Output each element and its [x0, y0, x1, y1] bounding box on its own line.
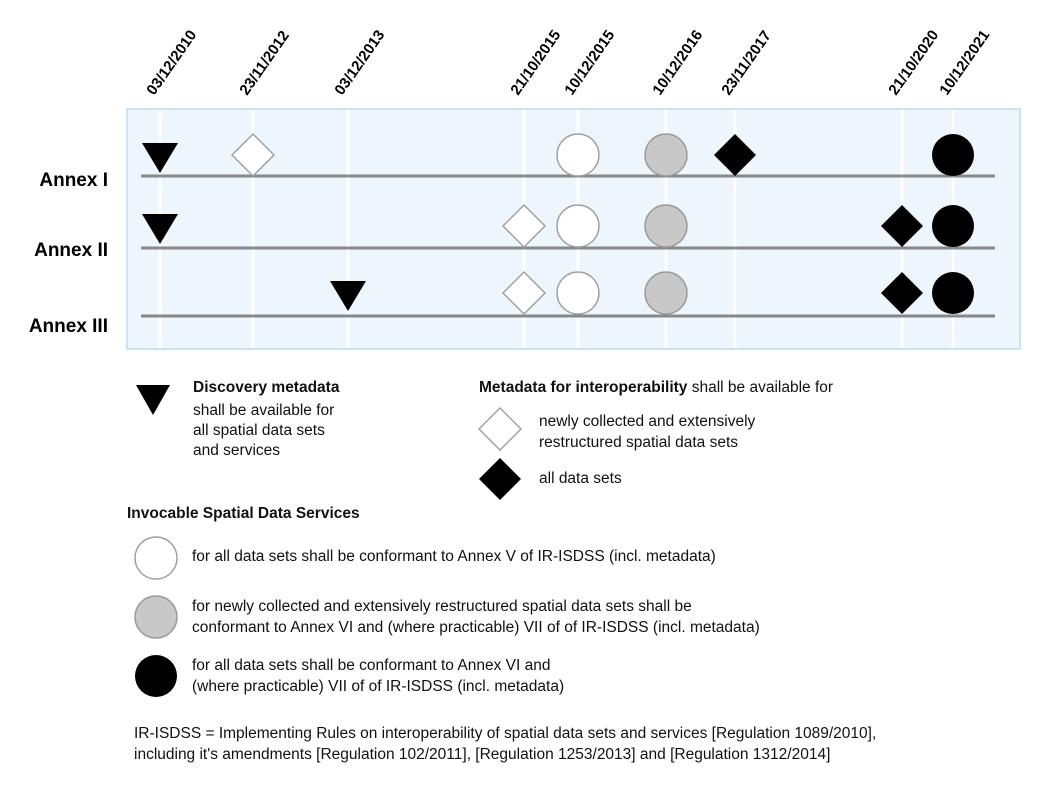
legend-interop-white-line-1: newly collected and extensively [539, 413, 756, 430]
date-label: 21/10/2020 [885, 27, 942, 98]
circle-black-icon [932, 205, 974, 247]
legend-services-gray-line-2: conformant to Annex VI and (where practi… [192, 619, 760, 636]
circle-gray-icon [644, 133, 688, 177]
legend-interop-white-line-2: restructured spatial data sets [539, 434, 739, 451]
legend-circle-gray-icon [134, 595, 178, 639]
circle-black-icon [932, 272, 974, 314]
legend-interop-heading: Metadata for interoperability shall be a… [479, 378, 833, 398]
circle-black-icon [932, 134, 974, 176]
legend-services-black-line-1: for all data sets shall be conformant to… [192, 657, 551, 674]
timeline-diagram: 03/12/2010 23/11/2012 03/12/2013 21/10/2015… [29, 27, 1021, 350]
legend-interop-title: Metadata for interoperability [479, 379, 688, 396]
annex-label: Annex II [34, 240, 108, 261]
annex-label: Annex III [29, 316, 108, 337]
diamond-black-icon [714, 134, 756, 176]
legend-interop-suffix: shall be available for [687, 379, 834, 396]
date-label: 23/11/2012 [236, 28, 293, 99]
legend-diamond-white-icon [478, 407, 522, 451]
legend-services-black-line-2: (where practicable) VII of of IR-ISDSS (… [192, 678, 565, 695]
discovery-triangle-icon [142, 143, 178, 173]
date-label: 10/12/2021 [936, 27, 993, 98]
legend-discovery-line-1: shall be available for [193, 402, 335, 419]
legend-services-title: Invocable Spatial Data Services [127, 505, 360, 522]
legend-discovery-line-2: all spatial data sets [193, 422, 325, 439]
date-label: 10/12/2016 [649, 27, 706, 98]
diamond-black-icon [881, 272, 923, 314]
circle-white-icon [556, 204, 600, 248]
circle-gray-icon [644, 204, 688, 248]
legend-diamond-black-icon [479, 458, 521, 500]
legend-discovery-title: Discovery metadata [193, 379, 340, 396]
circle-gray-icon [644, 271, 688, 315]
legend-services-gray-line-1: for newly collected and extensively rest… [192, 598, 692, 615]
date-label: 03/12/2013 [331, 27, 388, 98]
footnote-line-2: including it's amendments [Regulation 10… [134, 746, 831, 763]
discovery-triangle-icon [330, 281, 366, 311]
legend-interop-black-text: all data sets [539, 470, 622, 487]
discovery-triangle-icon [142, 214, 178, 244]
date-label: 21/10/2015 [507, 27, 564, 98]
legend-circle-black-icon [135, 655, 177, 697]
legend-discovery-line-3: and services [193, 442, 281, 459]
diamond-white-icon [230, 132, 276, 178]
circle-white-icon [556, 271, 600, 315]
circle-white-icon [556, 133, 600, 177]
legend-circle-white-icon [134, 536, 178, 580]
legend-services-white-line-1: for all data sets shall be conformant to… [192, 548, 716, 565]
legend-triangle-black-icon [136, 385, 170, 415]
date-label: 03/12/2010 [143, 27, 200, 98]
diamond-black-icon [881, 205, 923, 247]
annex-label: Annex I [39, 170, 108, 191]
footnote-line-1: IR-ISDSS = Implementing Rules on interop… [134, 725, 877, 742]
date-label: 10/12/2015 [561, 27, 618, 98]
date-label: 23/11/2017 [718, 28, 775, 99]
diamond-white-icon [501, 270, 547, 316]
diamond-white-icon [501, 203, 547, 249]
